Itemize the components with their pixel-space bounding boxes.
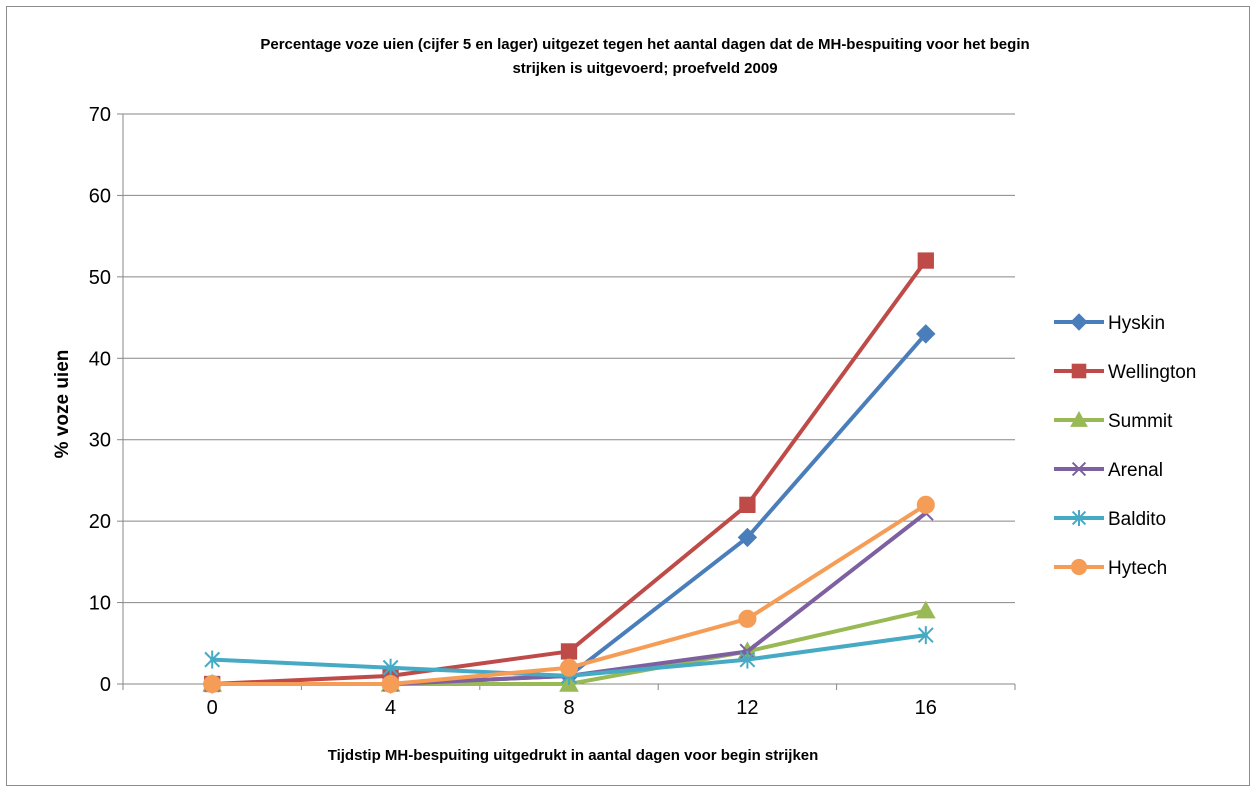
- line-chart: Percentage voze uien (cijfer 5 en lager)…: [52, 36, 1196, 764]
- legend-item-hytech: Hytech: [1054, 558, 1167, 579]
- legend-label: Summit: [1108, 411, 1173, 432]
- legend-label: Wellington: [1108, 362, 1196, 383]
- legend-marker: [1071, 510, 1087, 526]
- data-point-baldito: [204, 650, 221, 669]
- y-tick-label: 40: [89, 348, 111, 370]
- data-point-hyskin: [916, 324, 936, 344]
- data-point-hytech: [559, 658, 579, 677]
- data-point-hytech: [203, 674, 222, 694]
- y-tick-label: 60: [89, 185, 111, 207]
- x-axis-ticks: 0 4 8 12 16: [207, 697, 937, 719]
- legend-marker: [1071, 461, 1087, 477]
- y-axis-ticks: 0 10 20 30 40 50 60 70: [89, 104, 111, 696]
- y-tick-label: 30: [89, 430, 111, 452]
- legend-marker: [1070, 410, 1088, 427]
- series-layer: [202, 252, 936, 694]
- series-hytech: [203, 495, 935, 694]
- data-point-hyskin: [737, 527, 758, 548]
- x-tick-label: 8: [563, 697, 574, 719]
- y-axis-label: % voze uien: [52, 350, 73, 459]
- legend-marker: [1070, 558, 1088, 576]
- data-point-wellington: [917, 252, 934, 269]
- y-tick-label: 70: [89, 104, 111, 126]
- data-point-hytech: [916, 495, 935, 514]
- legend-item-arenal: Arenal: [1054, 460, 1163, 481]
- legend-marker: [1070, 313, 1088, 331]
- legend-item-hyskin: Hyskin: [1054, 313, 1165, 334]
- gridlines: [123, 113, 1015, 604]
- data-point-summit: [915, 600, 936, 619]
- series-hyskin: [202, 324, 936, 694]
- x-axis-label: Tijdstip MH-bespuiting uitgedrukt in aan…: [328, 747, 819, 764]
- x-tick-label: 12: [736, 697, 758, 719]
- chart-title-line2: strijken is uitgevoerd; proefveld 2009: [512, 60, 777, 77]
- legend: Hyskin Wellington Summit Arenal Baldito Hytec…: [1054, 313, 1196, 579]
- y-tick-label: 10: [89, 593, 111, 615]
- legend-label: Hytech: [1108, 558, 1167, 579]
- legend-label: Arenal: [1108, 460, 1163, 481]
- data-point-baldito: [739, 650, 756, 669]
- legend-item-summit: Summit: [1054, 410, 1173, 432]
- data-point-baldito: [917, 626, 934, 645]
- legend-marker: [1071, 363, 1087, 379]
- data-point-wellington: [739, 496, 756, 514]
- data-point-hytech: [738, 609, 757, 628]
- y-tick-label: 20: [89, 511, 111, 533]
- axes: [117, 113, 1016, 690]
- legend-item-wellington: Wellington: [1054, 362, 1196, 383]
- y-tick-label: 0: [100, 674, 111, 696]
- legend-label: Baldito: [1108, 509, 1166, 530]
- series-line-hyskin: [210, 331, 928, 686]
- chart-frame: Percentage voze uien (cijfer 5 en lager)…: [6, 6, 1250, 786]
- legend-item-baldito: Baldito: [1054, 509, 1166, 530]
- x-tick-label: 0: [207, 697, 218, 719]
- data-point-wellington: [560, 643, 578, 660]
- legend-label: Hyskin: [1108, 313, 1165, 334]
- x-tick-label: 4: [385, 697, 396, 719]
- x-tick-label: 16: [915, 697, 937, 719]
- y-tick-label: 50: [89, 267, 111, 289]
- data-point-baldito: [382, 658, 399, 677]
- chart-title-line1: Percentage voze uien (cijfer 5 en lager)…: [260, 36, 1029, 53]
- series-wellington: [204, 252, 934, 693]
- data-point-hytech: [381, 674, 400, 694]
- series-line-wellington: [210, 258, 928, 686]
